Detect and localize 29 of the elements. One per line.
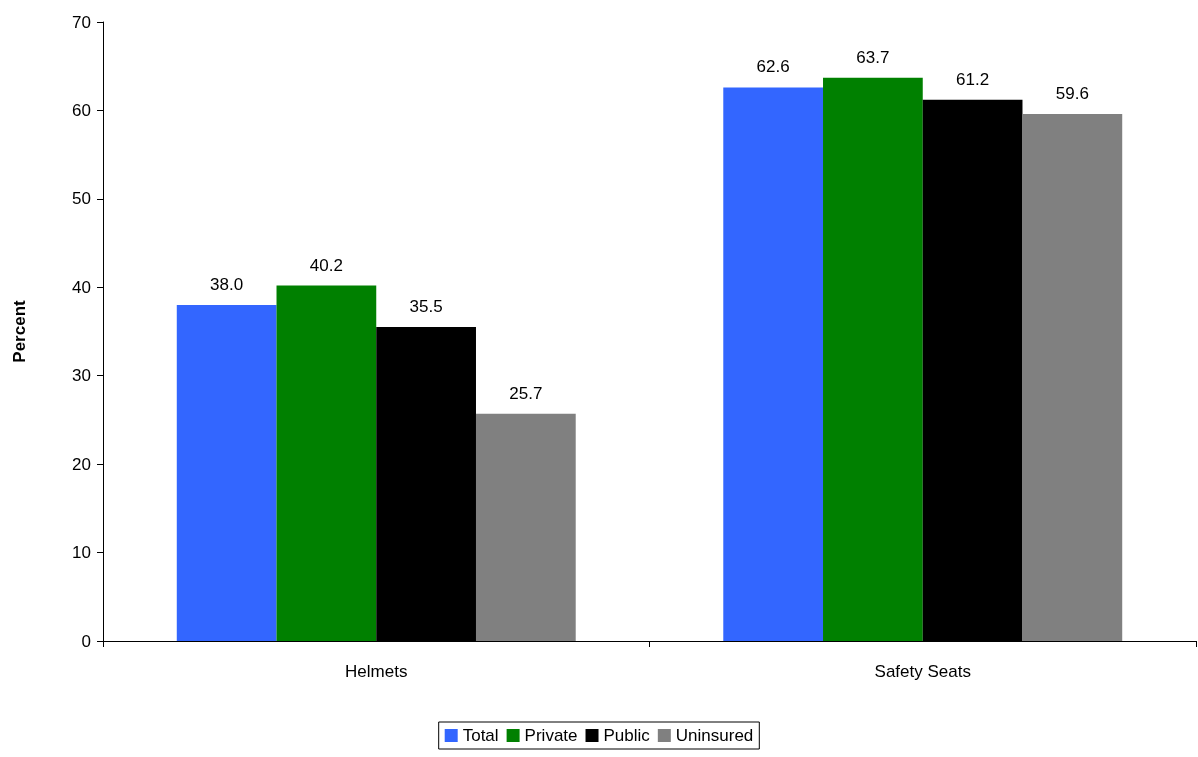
y-tick-label: 0	[81, 631, 91, 651]
x-tick-label: Safety Seats	[874, 662, 971, 681]
y-axis-title: Percent	[10, 299, 29, 363]
bar	[475, 413, 576, 641]
legend-label: Private	[524, 726, 578, 745]
legend-label: Public	[603, 726, 651, 745]
y-tick-label: 30	[72, 366, 91, 386]
y-tick-label: 10	[72, 543, 91, 563]
y-tick-label: 60	[72, 100, 91, 120]
text: 25.7	[509, 383, 543, 403]
legend-label: Uninsured	[675, 726, 754, 745]
y-tick-label: 20	[72, 454, 91, 474]
text: 40.2	[309, 255, 343, 275]
text: 35.5	[409, 297, 443, 317]
text: 62.6	[756, 57, 790, 77]
bar	[176, 304, 277, 641]
text: 59.6	[1055, 83, 1089, 103]
y-tick-label: 50	[72, 189, 91, 209]
bar	[276, 285, 377, 641]
x-tick-label: Helmets	[345, 662, 408, 681]
text: 61.2	[956, 69, 990, 89]
bar	[1022, 113, 1123, 641]
legend-label: Total	[462, 726, 499, 745]
text: 63.7	[856, 47, 890, 67]
bar	[723, 87, 824, 641]
y-tick-label: 40	[72, 277, 91, 297]
bar	[823, 77, 923, 641]
text: 38.0	[210, 274, 244, 294]
y-tick-label: 70	[72, 12, 91, 32]
